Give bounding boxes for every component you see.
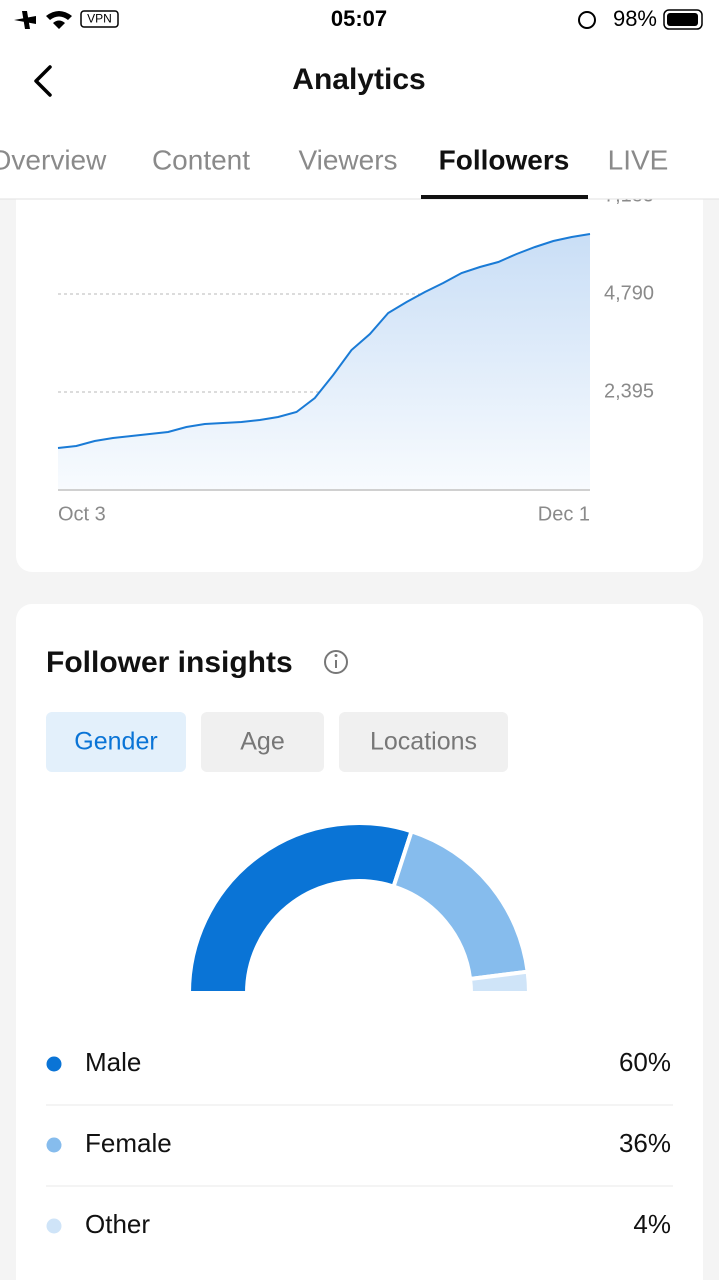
- battery-level: [667, 13, 698, 26]
- legend-dot: [46, 1218, 62, 1234]
- airplane-icon: [14, 11, 36, 29]
- donut-segment: [186, 821, 415, 995]
- tab[interactable]: Viewers: [298, 144, 397, 175]
- page-title: Analytics: [292, 63, 425, 96]
- tab[interactable]: LIVE: [608, 144, 669, 175]
- legend-label: Female: [85, 1128, 172, 1158]
- insights-title: Follower insights: [46, 646, 293, 679]
- info-icon[interactable]: [324, 650, 348, 674]
- filter-label[interactable]: Locations: [370, 728, 477, 756]
- line: [57, 233, 591, 449]
- top-bar: 05:07 VPN 98% Analytics Overview Content V…: [0, 0, 719, 200]
- tab[interactable]: Content: [152, 144, 250, 175]
- x-tick-label: Dec 1: [538, 503, 590, 525]
- rotation-lock-icon: [578, 11, 596, 29]
- tab-underline: [421, 195, 588, 199]
- legend-label: Male: [85, 1047, 141, 1077]
- legend-dot: [46, 1137, 62, 1153]
- x-tick-label: Oct 3: [58, 503, 106, 525]
- filter-label[interactable]: Age: [240, 728, 284, 756]
- y-tick-label: 2,395: [604, 380, 654, 402]
- y-tick-label: 4,790: [604, 282, 654, 304]
- donut-base-mask: [180, 993, 540, 999]
- legend-dot: [46, 1056, 62, 1072]
- vpn-box: [80, 10, 119, 28]
- clock: 05:07: [331, 6, 387, 31]
- legend-value: 60%: [619, 1047, 671, 1077]
- back-button[interactable]: [34, 65, 52, 97]
- battery-icon: [663, 9, 703, 30]
- filter-button[interactable]: [339, 712, 508, 772]
- wifi-icon: [46, 11, 72, 29]
- vpn-label: VPN: [87, 12, 112, 26]
- legend-label: Other: [85, 1209, 150, 1239]
- filter-label[interactable]: Gender: [74, 728, 157, 756]
- legend-value: 36%: [619, 1128, 671, 1158]
- legend-value: 4%: [633, 1209, 671, 1239]
- filter-button[interactable]: [46, 712, 186, 772]
- header-bg: [0, 0, 719, 199]
- tab[interactable]: Overview: [0, 144, 107, 175]
- area: [58, 234, 590, 490]
- filter-button[interactable]: [201, 712, 324, 772]
- insights-card: [16, 604, 703, 1280]
- battery-label: 98%: [613, 6, 657, 31]
- tab[interactable]: Followers: [439, 144, 570, 175]
